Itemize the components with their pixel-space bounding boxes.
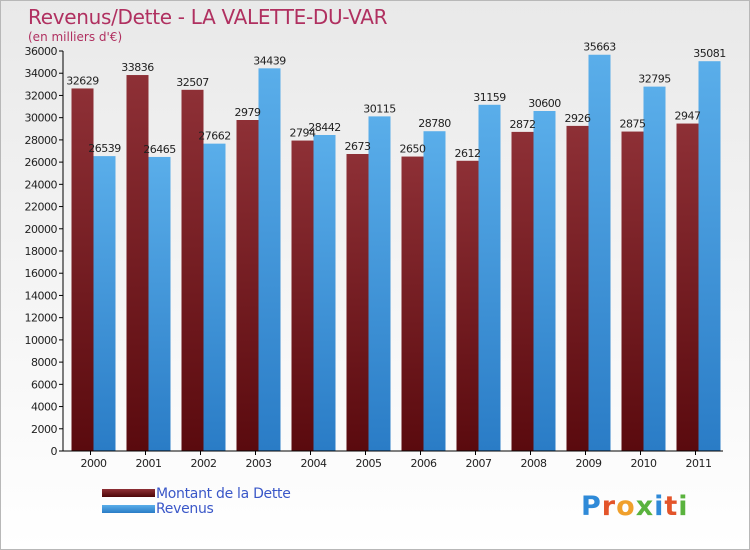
- x-tick-label: 2009: [576, 457, 602, 470]
- data-label-debt: 32507: [176, 76, 209, 89]
- bar-debt: [566, 125, 589, 451]
- y-tick-label: 26000: [25, 156, 58, 169]
- data-label-debt: 2650: [400, 143, 426, 156]
- bar-revenue: [423, 131, 446, 451]
- bar-revenue: [368, 116, 391, 451]
- bar-revenue: [588, 54, 611, 451]
- bar-debt: [71, 88, 94, 451]
- bar-revenue: [313, 134, 336, 451]
- y-tick-label: 14000: [25, 289, 58, 302]
- x-tick-label: 2008: [521, 457, 547, 470]
- bar-debt: [126, 75, 149, 452]
- bar-revenue: [258, 68, 281, 451]
- bar-revenue: [478, 104, 501, 452]
- data-label-debt: 2673: [345, 140, 371, 153]
- y-tick-label: 20000: [25, 223, 58, 236]
- y-tick-label: 28000: [25, 134, 58, 147]
- x-tick-label: 2000: [81, 457, 107, 470]
- y-tick-label: 8000: [31, 356, 57, 369]
- proxiti-logo: Proxiti: [581, 491, 689, 522]
- data-label-debt: 2926: [565, 112, 591, 125]
- data-label-revenue: 26539: [88, 142, 121, 155]
- data-label-debt: 32629: [66, 74, 99, 87]
- y-tick-label: 32000: [25, 89, 58, 102]
- x-tick-label: 2011: [686, 457, 712, 470]
- data-label-revenue: 28442: [308, 121, 341, 134]
- data-label-revenue: 35081: [693, 47, 726, 60]
- x-tick-label: 2004: [301, 457, 327, 470]
- data-label-debt: 2979: [235, 106, 261, 119]
- y-tick-label: 10000: [25, 334, 58, 347]
- chart-subtitle: (en milliers d'€): [28, 30, 123, 44]
- x-tick-label: 2010: [631, 457, 657, 470]
- data-label-revenue: 27662: [198, 130, 231, 143]
- legend-label-revenue: Revenus: [156, 501, 214, 517]
- y-tick-label: 30000: [25, 112, 58, 125]
- legend-swatch-revenue: [102, 505, 155, 513]
- bar-revenue: [148, 156, 171, 451]
- bar-revenue: [203, 143, 226, 451]
- data-label-debt: 2947: [675, 110, 701, 123]
- bar-revenue: [93, 156, 116, 451]
- bar-revenue: [643, 86, 666, 451]
- bar-debt: [291, 140, 314, 452]
- bar-debt: [621, 131, 644, 452]
- y-tick-label: 2000: [31, 423, 57, 436]
- data-label-revenue: 30600: [528, 97, 561, 110]
- bar-debt: [511, 131, 534, 451]
- x-tick-label: 2005: [356, 457, 382, 470]
- data-label-revenue: 35663: [583, 41, 616, 54]
- y-tick-label: 18000: [25, 245, 58, 258]
- data-label-revenue: 30115: [363, 102, 396, 115]
- data-label-revenue: 26465: [143, 143, 176, 156]
- y-tick-label: 0: [51, 445, 58, 458]
- y-tick-label: 22000: [25, 201, 58, 214]
- y-tick-label: 24000: [25, 178, 58, 191]
- bar-debt: [456, 160, 479, 451]
- bar-revenue: [698, 61, 721, 451]
- y-tick-label: 16000: [25, 267, 58, 280]
- x-tick-label: 2002: [191, 457, 217, 470]
- y-tick-label: 34000: [25, 67, 58, 80]
- bar-revenue: [533, 111, 556, 451]
- y-tick-label: 4000: [31, 401, 57, 414]
- data-label-debt: 2794: [290, 127, 316, 140]
- x-tick-label: 2003: [246, 457, 272, 470]
- legend-label-debt: Montant de la Dette: [156, 486, 291, 502]
- y-tick-label: 6000: [31, 378, 57, 391]
- bar-debt: [346, 154, 369, 451]
- data-label-revenue: 34439: [253, 54, 286, 67]
- x-tick-label: 2007: [466, 457, 492, 470]
- legend-swatch-debt: [102, 489, 155, 497]
- bar-debt: [181, 89, 204, 452]
- bar-debt: [676, 123, 699, 452]
- y-tick-label: 36000: [25, 45, 58, 58]
- data-label-debt: 2612: [455, 147, 481, 160]
- data-label-revenue: 28780: [418, 117, 451, 130]
- bar-debt: [401, 156, 424, 452]
- data-label-debt: 2875: [620, 118, 646, 131]
- data-label-debt: 33836: [121, 61, 154, 74]
- data-label-revenue: 31159: [473, 91, 506, 104]
- data-label-revenue: 32795: [638, 73, 671, 86]
- data-label-debt: 2872: [510, 118, 536, 131]
- x-tick-label: 2001: [136, 457, 162, 470]
- chart-title: Revenus/Dette - LA VALETTE-DU-VAR: [28, 5, 388, 29]
- y-tick-label: 12000: [25, 312, 58, 325]
- x-tick-label: 2006: [411, 457, 437, 470]
- bar-debt: [236, 120, 259, 451]
